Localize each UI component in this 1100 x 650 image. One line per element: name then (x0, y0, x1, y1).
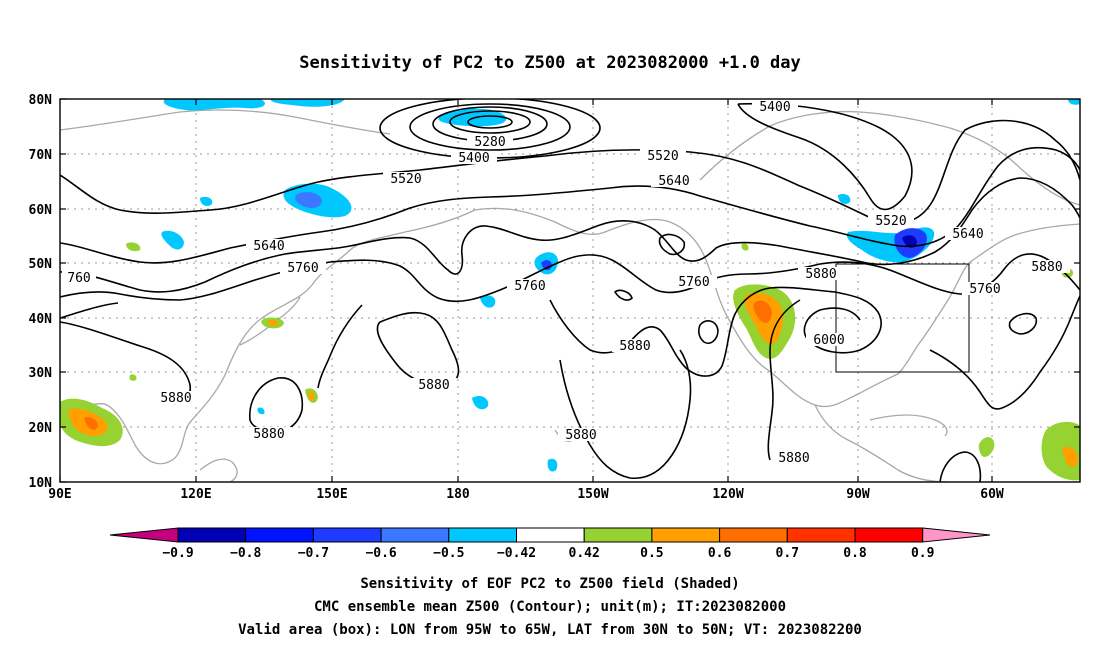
colorbar-swatch (786, 527, 856, 543)
lon-label: 120E (180, 487, 211, 502)
colorbar-swatch (583, 527, 653, 543)
colorbar-label: −0.9 (162, 546, 193, 561)
lon-label: 150W (577, 487, 608, 502)
lon-label: 150E (316, 487, 347, 502)
lon-label: 120W (712, 487, 743, 502)
gridlines (60, 99, 1080, 482)
lat-label: 60N (29, 203, 53, 218)
contour-label: 5880 (160, 391, 191, 406)
contour-label: 5400 (759, 100, 790, 115)
colorbar-label: −0.5 (433, 546, 464, 561)
lat-label: 10N (29, 476, 53, 491)
contour-label: 5880 (253, 427, 284, 442)
contour-label: 5640 (952, 227, 983, 242)
contour-label: 5520 (390, 172, 421, 187)
lat-axis: 80N 70N 60N 50N 40N 30N 20N 10N (29, 93, 1080, 491)
sensitivity-shading (60, 99, 1080, 481)
contour-label: 5880 (805, 267, 836, 282)
colorbar-label: 0.8 (843, 546, 867, 561)
colorbar-swatch (516, 527, 585, 543)
colorbar-swatch (109, 527, 179, 543)
contour-label: 5520 (647, 149, 678, 164)
colorbar-label: −0.6 (365, 546, 396, 561)
colorbar-label: −0.7 (298, 546, 329, 561)
contour-label: 5640 (658, 174, 689, 189)
colorbar: −0.9 −0.8 −0.7 −0.6 −0.5 −0.42 0.42 0.5 … (109, 527, 991, 561)
contour-label: 5520 (875, 214, 906, 229)
colorbar-label: −0.8 (230, 546, 261, 561)
colorbar-label: 0.7 (776, 546, 799, 561)
lon-label: 90W (846, 487, 870, 502)
colorbar-swatch (312, 527, 382, 543)
colorbar-label: 0.9 (911, 546, 934, 561)
colorbar-swatch (448, 527, 517, 543)
plot-title: Sensitivity of PC2 to Z500 at 2023082000… (299, 53, 801, 73)
colorbar-swatch (854, 527, 924, 543)
lon-axis: 90E 120E 150E 180 150W 120W 90W 60W (48, 99, 1004, 502)
lat-label: 40N (29, 312, 53, 327)
caption-line-2: CMC ensemble mean Z500 (Contour); unit(m… (314, 599, 786, 615)
colorbar-swatch (380, 527, 450, 543)
colorbar-label: 0.5 (640, 546, 663, 561)
plot-area (60, 99, 1080, 482)
contour-label: 5760 (514, 279, 545, 294)
contour-label: 5760 (287, 261, 318, 276)
colorbar-swatch (719, 527, 788, 543)
contour-label: 5760 (678, 275, 709, 290)
lon-label: 180 (446, 487, 470, 502)
contour-label: 5760 (969, 282, 1000, 297)
lat-label: 50N (29, 257, 53, 272)
colorbar-label: 0.6 (708, 546, 732, 561)
plot-frame (59, 98, 1081, 483)
contour-label: 5640 (253, 239, 284, 254)
colorbar-label: −0.42 (497, 546, 536, 561)
contour-label: 5880 (778, 451, 809, 466)
contour-label: 5280 (474, 135, 505, 150)
colorbar-swatch (651, 527, 721, 543)
lat-label: 70N (29, 148, 53, 163)
contour-label: 5880 (565, 428, 596, 443)
contour-labels: 5280 5400 5400 5520 5520 5520 5640 5640 … (62, 100, 1070, 466)
lat-label: 80N (29, 93, 53, 108)
contour-label: 760 (67, 271, 90, 286)
contour-label: 5880 (619, 339, 650, 354)
lat-label: 30N (29, 366, 53, 381)
lon-label: 90E (48, 487, 71, 502)
contour-label: 6000 (813, 333, 844, 348)
valid-area-box (835, 263, 970, 373)
colorbar-label: 0.42 (569, 546, 600, 561)
lon-label: 60W (980, 487, 1004, 502)
colorbar-swatch (177, 527, 247, 543)
contour-label: 5880 (1031, 260, 1062, 275)
contour-label: 5400 (458, 151, 489, 166)
caption-line-1: Sensitivity of EOF PC2 to Z500 field (Sh… (360, 576, 739, 592)
colorbar-swatch (922, 527, 991, 543)
contour-label: 5880 (418, 378, 449, 393)
lat-label: 20N (29, 421, 53, 436)
coastlines (60, 109, 1080, 482)
caption-line-3: Valid area (box): LON from 95W to 65W, L… (238, 622, 862, 638)
colorbar-swatch (245, 527, 314, 543)
